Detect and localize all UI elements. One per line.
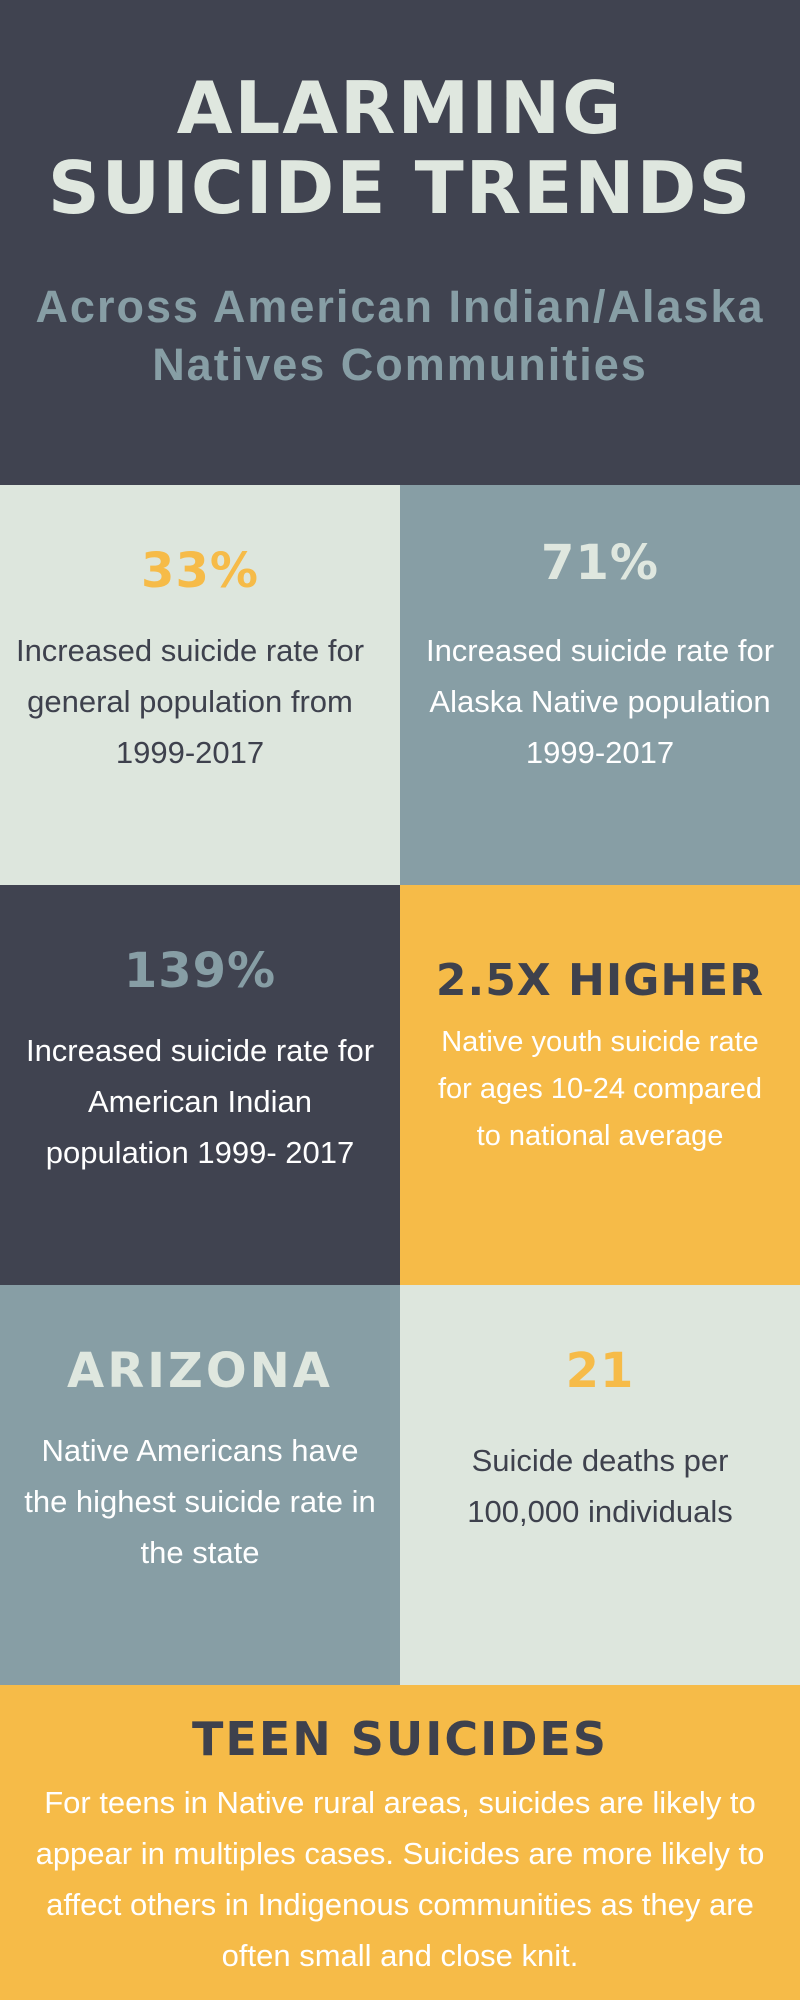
stat-headline: 71% <box>541 535 659 591</box>
footer-text: For teens in Native rural areas, suicide… <box>35 1785 765 1973</box>
stat-headline: 21 <box>565 1343 635 1399</box>
page-subtitle: Across American Indian/Alaska Natives Co… <box>35 281 765 390</box>
footer-section: TEEN SUICIDES For teens in Native rural … <box>0 1685 800 2000</box>
stat-tile-general-population: 33% Increased suicide rate for general p… <box>0 485 400 885</box>
stat-description: Increased suicide rate for Alaska Native… <box>425 633 775 770</box>
footer-title: TEEN SUICIDES <box>192 1712 608 1766</box>
stat-headline: ARIZONA <box>67 1343 333 1399</box>
stat-description: Increased suicide rate for general popul… <box>15 633 365 770</box>
stat-description: Increased suicide rate for American Indi… <box>25 1033 375 1170</box>
stat-tile-alaska-native: 71% Increased suicide rate for Alaska Na… <box>400 485 800 885</box>
stat-headline: 2.5X HIGHER <box>435 955 765 1006</box>
stat-description: Native Americans have the highest suicid… <box>24 1433 376 1570</box>
stat-headline: 139% <box>123 943 277 999</box>
stat-description: Native youth suicide rate for ages 10-24… <box>437 1026 763 1152</box>
stat-tile-american-indian: 139% Increased suicide rate for American… <box>0 885 400 1285</box>
stat-description: Suicide deaths per 100,000 individuals <box>467 1443 733 1529</box>
page-title: ALARMING SUICIDE TRENDS <box>47 66 753 230</box>
stat-tile-deaths-per-100k: 21 Suicide deaths per 100,000 individual… <box>400 1285 800 1685</box>
header-section: ALARMING SUICIDE TRENDS Across American … <box>0 0 800 485</box>
stat-headline: 33% <box>141 543 259 599</box>
stat-tile-arizona: ARIZONA Native Americans have the highes… <box>0 1285 400 1685</box>
stat-tile-native-youth: 2.5X HIGHER Native youth suicide rate fo… <box>400 885 800 1285</box>
